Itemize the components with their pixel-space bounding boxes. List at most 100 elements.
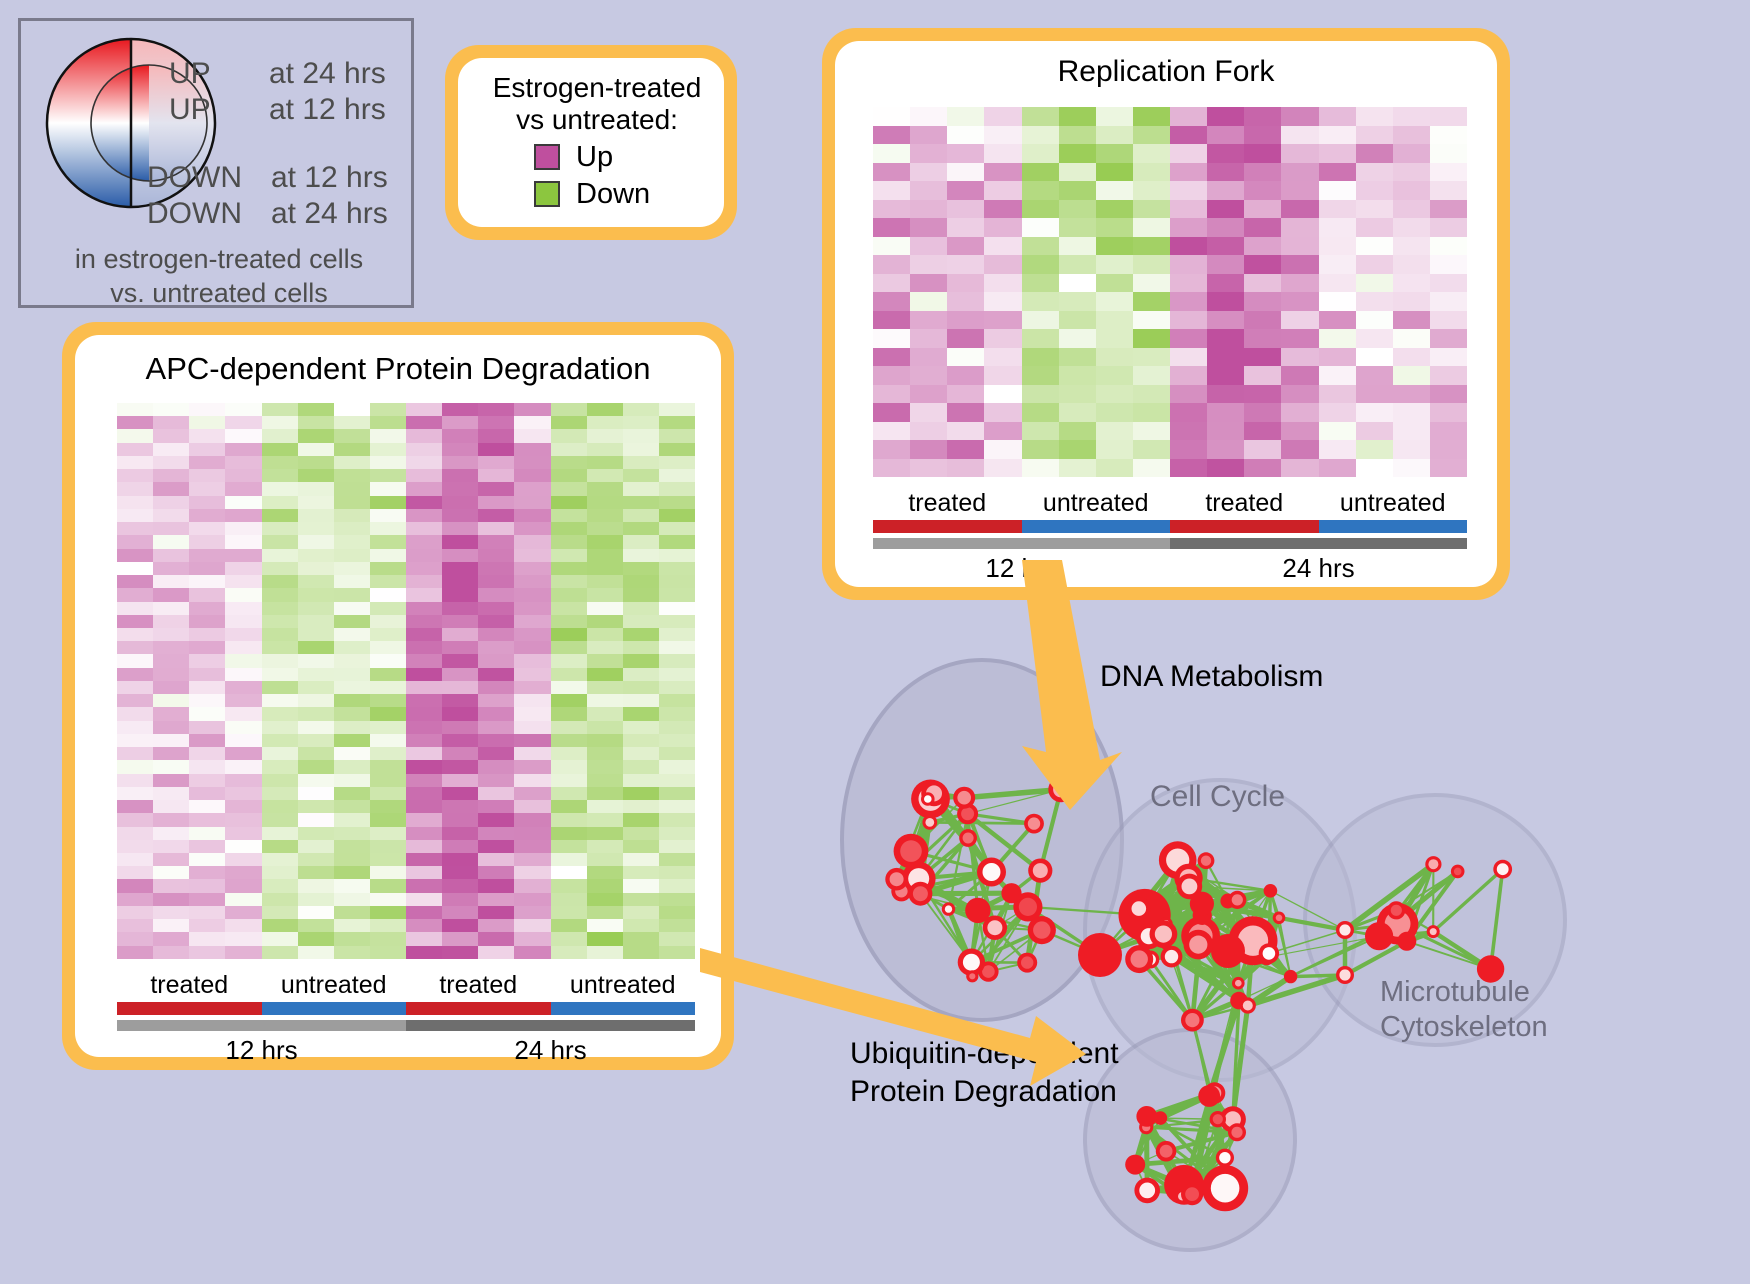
heatmap-cell bbox=[262, 827, 298, 840]
replication-fork-panel: Replication Fork treated untreated treat… bbox=[822, 28, 1510, 600]
heatmap-cell bbox=[153, 760, 189, 773]
heatmap-cell bbox=[334, 628, 370, 641]
heatmap-cell bbox=[153, 694, 189, 707]
heatmap-cell bbox=[478, 866, 514, 879]
heatmap-cell bbox=[189, 840, 225, 853]
heatmap-cell bbox=[262, 628, 298, 641]
heatmap-cell bbox=[984, 107, 1021, 126]
heatmap-cell bbox=[1133, 311, 1170, 330]
heatmap-cell bbox=[153, 906, 189, 919]
network-node[interactable] bbox=[1284, 970, 1297, 983]
heatmap-cell bbox=[117, 840, 153, 853]
heatmap-cell bbox=[334, 721, 370, 734]
heatmap-cell bbox=[225, 456, 261, 469]
heatmap-cell bbox=[1096, 218, 1133, 237]
heatmap-cell bbox=[1244, 126, 1281, 145]
heatmap-cell bbox=[406, 562, 442, 575]
heatmap-cell bbox=[1393, 107, 1430, 126]
heatmap-cell bbox=[262, 774, 298, 787]
heatmap-cell bbox=[514, 628, 550, 641]
heatmap-cell bbox=[189, 866, 225, 879]
heatmap-cell bbox=[514, 403, 550, 416]
cluster-label-microtubule: Microtubule Cytoskeleton bbox=[1380, 975, 1548, 1045]
heatmap-cell bbox=[1393, 348, 1430, 367]
heatmap-cell bbox=[370, 906, 406, 919]
heatmap-cell bbox=[910, 255, 947, 274]
heatmap-cell bbox=[1281, 292, 1318, 311]
heatmap-cell bbox=[334, 588, 370, 601]
heatmap-cell bbox=[370, 774, 406, 787]
heatmap-cell bbox=[298, 469, 334, 482]
key-time-up-24: at 24 hrs bbox=[269, 57, 386, 91]
heatmap-cell bbox=[117, 946, 153, 959]
heatmap-cell bbox=[623, 866, 659, 879]
heatmap-cell bbox=[1096, 311, 1133, 330]
heatmap-cell bbox=[225, 522, 261, 535]
heatmap-cell bbox=[225, 760, 261, 773]
heatmap-cell bbox=[153, 813, 189, 826]
heatmap-cell bbox=[442, 760, 478, 773]
heatmap-cell bbox=[1059, 274, 1096, 293]
heatmap-cell bbox=[1430, 311, 1467, 330]
heatmap-cell bbox=[910, 237, 947, 256]
heatmap-cell bbox=[984, 311, 1021, 330]
heatmap-cell bbox=[334, 456, 370, 469]
heatmap-cell bbox=[910, 144, 947, 163]
heatmap-cell bbox=[1096, 107, 1133, 126]
heatmap-cell bbox=[406, 734, 442, 747]
heatmap-cell bbox=[623, 443, 659, 456]
heatmap-cell bbox=[225, 827, 261, 840]
heatmap-cell bbox=[406, 549, 442, 562]
heatmap-cell bbox=[406, 615, 442, 628]
heatmap-cell bbox=[1393, 181, 1430, 200]
heatmap-cell bbox=[189, 482, 225, 495]
heatmap-cell bbox=[225, 800, 261, 813]
heatmap-cell bbox=[984, 181, 1021, 200]
heatmap-cell bbox=[1022, 200, 1059, 219]
heatmap-cell bbox=[370, 681, 406, 694]
heatmap-cell bbox=[406, 721, 442, 734]
heatmap-cell bbox=[153, 787, 189, 800]
heatmap-cell bbox=[117, 522, 153, 535]
heatmap-cell bbox=[1393, 440, 1430, 459]
apc-time-label-24: 24 hrs bbox=[406, 1035, 695, 1066]
heatmap-cell bbox=[262, 469, 298, 482]
heatmap-cell bbox=[406, 429, 442, 442]
heatmap-cell bbox=[225, 588, 261, 601]
heatmap-cell bbox=[153, 443, 189, 456]
heatmap-cell bbox=[1096, 459, 1133, 478]
heatmap-cell bbox=[659, 403, 695, 416]
heatmap-cell bbox=[334, 879, 370, 892]
heatmap-cell bbox=[551, 641, 587, 654]
heatmap-cell bbox=[551, 747, 587, 760]
network-node-core bbox=[1339, 969, 1350, 980]
heatmap-cell bbox=[370, 707, 406, 720]
rf-group-label-3: untreated bbox=[1319, 489, 1468, 518]
heatmap-cell bbox=[623, 641, 659, 654]
heatmap-cell bbox=[370, 403, 406, 416]
color-key-footer-line2: vs. untreated cells bbox=[21, 277, 417, 311]
heatmap-cell bbox=[1356, 366, 1393, 385]
heatmap-cell bbox=[225, 469, 261, 482]
heatmap-cell bbox=[551, 721, 587, 734]
heatmap-cell bbox=[1430, 385, 1467, 404]
legend-swatch-up bbox=[534, 144, 560, 170]
heatmap-cell bbox=[442, 721, 478, 734]
heatmap-cell bbox=[514, 456, 550, 469]
heatmap-cell bbox=[587, 707, 623, 720]
heatmap-cell bbox=[442, 840, 478, 853]
heatmap-cell bbox=[189, 562, 225, 575]
heatmap-cell bbox=[406, 403, 442, 416]
heatmap-cell bbox=[406, 800, 442, 813]
heatmap-cell bbox=[514, 707, 550, 720]
heatmap-cell bbox=[406, 443, 442, 456]
heatmap-cell bbox=[298, 522, 334, 535]
heatmap-cell bbox=[587, 549, 623, 562]
heatmap-cell bbox=[478, 813, 514, 826]
heatmap-cell bbox=[1059, 144, 1096, 163]
heatmap-cell bbox=[478, 787, 514, 800]
heatmap-cell bbox=[153, 641, 189, 654]
heatmap-cell bbox=[189, 615, 225, 628]
heatmap-cell bbox=[406, 602, 442, 615]
apc-group-bar bbox=[117, 1002, 695, 1015]
